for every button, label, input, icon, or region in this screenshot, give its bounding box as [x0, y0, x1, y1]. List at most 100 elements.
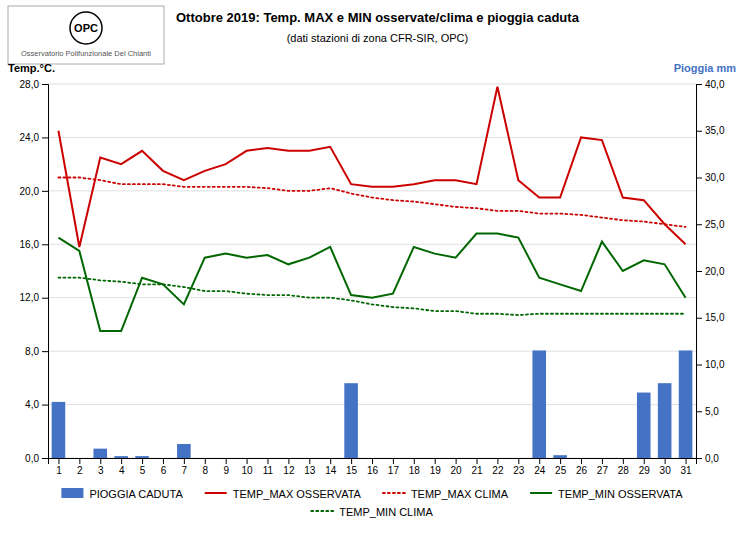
axis-line — [697, 85, 703, 459]
y-axis-title: Temp.°C. — [8, 62, 55, 74]
tick-label: 20,0 — [705, 266, 725, 277]
bar — [261, 458, 275, 459]
tick: 14 — [325, 458, 337, 476]
tick-mark — [456, 458, 457, 464]
tick-mark — [696, 84, 702, 85]
tick-mark — [42, 351, 48, 352]
legend-swatch — [530, 492, 552, 494]
tick-mark — [497, 458, 498, 464]
tick-label: 23 — [513, 465, 525, 476]
tick-label: 35,0 — [705, 125, 725, 136]
tick-label: 0,0 — [705, 453, 719, 464]
legend-swatch — [205, 492, 227, 494]
subtitle: (dati stazioni di zona CFR-SIR, OPC) — [287, 32, 469, 44]
tick: 4 — [119, 458, 125, 476]
axis: 0,04,08,012,016,020,024,028,0 — [20, 79, 49, 464]
tick: 22 — [492, 458, 504, 476]
tick: 4,0 — [25, 399, 48, 410]
grid-line — [48, 137, 696, 138]
tick: 20,0 — [20, 186, 48, 197]
tick: 30,0 — [696, 172, 725, 183]
tick-label: 25 — [555, 465, 567, 476]
tick-mark — [330, 458, 331, 464]
marks — [52, 87, 693, 458]
bar — [595, 458, 609, 459]
grid-line — [48, 244, 696, 245]
tick: 8,0 — [25, 346, 48, 357]
tick-label: 15 — [346, 465, 358, 476]
bar — [156, 458, 170, 459]
bar — [365, 458, 379, 459]
tick-label: 22 — [492, 465, 504, 476]
tick-label: 19 — [430, 465, 442, 476]
tick-label: 40,0 — [705, 79, 725, 90]
tick: 23 — [513, 458, 525, 476]
tick-mark — [351, 458, 352, 464]
tick-mark — [142, 458, 143, 464]
bar — [637, 393, 651, 458]
bar — [679, 350, 693, 458]
tick: 30 — [660, 458, 672, 476]
tick: 16 — [367, 458, 379, 476]
tick-label: 25,0 — [705, 219, 725, 230]
tick-label: 10,0 — [705, 359, 725, 370]
tick-mark — [247, 458, 248, 464]
legend-label: TEMP_MAX OSSERVATA — [233, 488, 362, 500]
grid-line — [48, 84, 696, 85]
tick: 5 — [140, 458, 146, 476]
tick-label: 27 — [597, 465, 609, 476]
tick: 35,0 — [696, 125, 725, 136]
tick: 20,0 — [696, 266, 725, 277]
tick-label: 13 — [304, 465, 316, 476]
axis-line — [42, 85, 49, 459]
tick-mark — [42, 298, 48, 299]
bar — [658, 383, 672, 458]
bar-series — [52, 350, 693, 458]
tick-mark — [696, 271, 702, 272]
tick-mark — [581, 458, 582, 464]
logo-subtext: Osservatorio Polifunzionale Del Chianti — [21, 49, 151, 58]
tick-label: 30,0 — [705, 172, 725, 183]
tick-label: 1 — [56, 465, 62, 476]
tick-mark — [602, 458, 603, 464]
tick-label: 29 — [639, 465, 651, 476]
tick-label: 10 — [242, 465, 254, 476]
tick-mark — [42, 191, 48, 192]
legend-item: PIOGGIA CADUTA — [61, 488, 183, 500]
bar — [114, 456, 128, 458]
tick-label: 20 — [451, 465, 463, 476]
tick-label: 8,0 — [25, 346, 39, 357]
tick-mark — [518, 458, 519, 464]
tick-label: 16 — [367, 465, 379, 476]
bar — [302, 458, 316, 459]
logo-circle — [70, 12, 102, 44]
axis-line — [49, 459, 697, 465]
tick-label: 21 — [471, 465, 483, 476]
tick-label: 4,0 — [25, 399, 39, 410]
tick-label: 28 — [618, 465, 630, 476]
bar — [93, 449, 107, 458]
bar — [323, 458, 337, 459]
tick-label: 12,0 — [20, 292, 40, 303]
tick: 11 — [263, 458, 274, 476]
tick-mark — [184, 458, 185, 464]
line — [58, 234, 685, 332]
tick: 12 — [283, 458, 295, 476]
tick: 17 — [388, 458, 400, 476]
grid-line — [48, 190, 696, 191]
tick-label: 3 — [98, 465, 104, 476]
tick-mark — [623, 458, 624, 464]
tick-label: 31 — [680, 465, 692, 476]
legend-swatch — [61, 488, 83, 498]
tick-mark — [205, 458, 206, 464]
legend-item: TEMP_MAX CLIMA — [383, 488, 509, 500]
tick: 3 — [98, 458, 104, 476]
legend-item: TEMP_MAX OSSERVATA — [205, 488, 362, 500]
tick: 0,0 — [25, 453, 48, 464]
tick-mark — [560, 458, 561, 464]
grid-line — [48, 404, 696, 405]
tick-mark — [539, 458, 540, 464]
tick: 0,0 — [696, 453, 719, 464]
tick: 28,0 — [20, 79, 48, 90]
tick-mark — [372, 458, 373, 464]
